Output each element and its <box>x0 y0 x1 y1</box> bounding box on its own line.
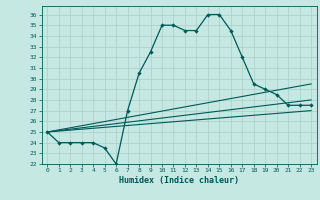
X-axis label: Humidex (Indice chaleur): Humidex (Indice chaleur) <box>119 176 239 185</box>
